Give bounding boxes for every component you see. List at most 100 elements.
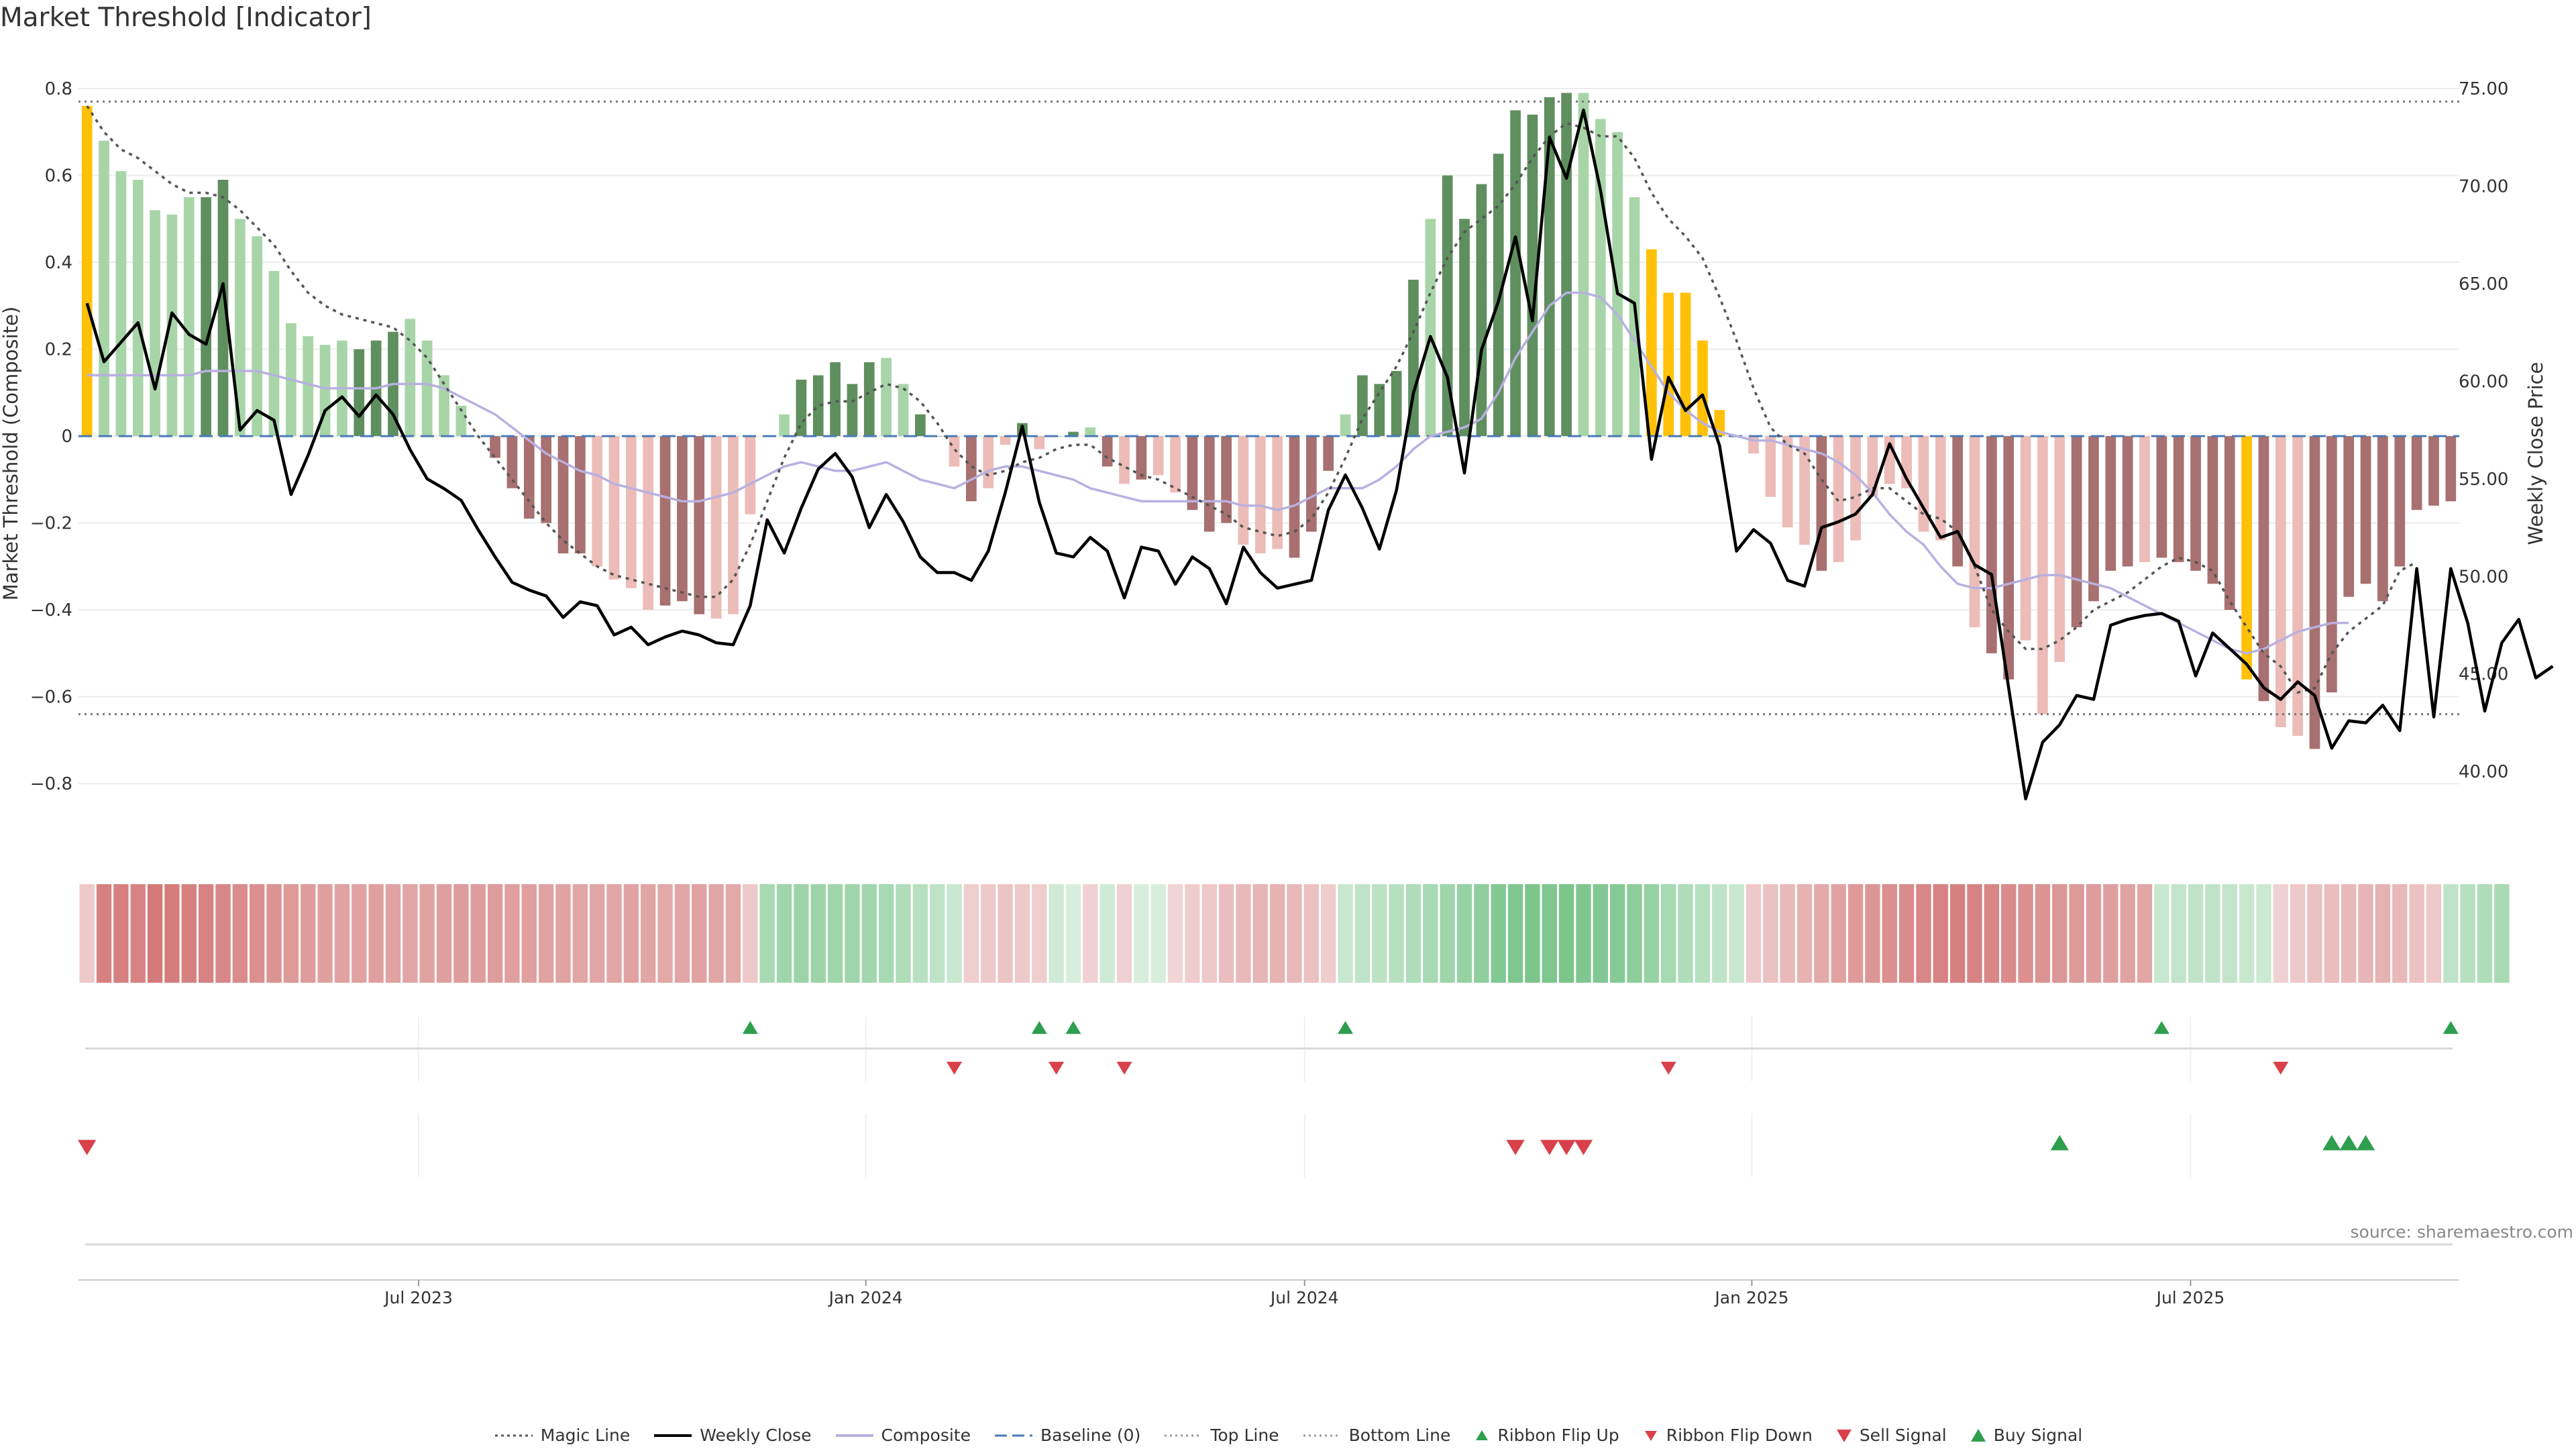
ribbon-cell xyxy=(1116,884,1132,983)
composite-bar xyxy=(2156,436,2167,558)
composite-bar xyxy=(659,436,671,606)
ribbon-cell xyxy=(2001,884,2017,983)
right-tick-label: 50.00 xyxy=(2459,567,2508,587)
ribbon-cell xyxy=(1083,884,1098,983)
ribbon-cell xyxy=(1644,884,1660,983)
ribbon-cell xyxy=(1780,884,1795,983)
composite-bar xyxy=(2105,436,2116,571)
ribbon-cell xyxy=(1423,884,1438,983)
ribbon-cell xyxy=(1338,884,1353,983)
ribbon-cell xyxy=(1134,884,1149,983)
legend-item: Ribbon Flip Down xyxy=(1642,1426,1813,1445)
ribbon-cell xyxy=(725,884,741,983)
composite-bar xyxy=(2122,436,2133,567)
composite-bar xyxy=(2428,436,2439,506)
ribbon-cell xyxy=(470,884,486,983)
composite-bar xyxy=(2003,436,2015,680)
ribbon-cell xyxy=(2494,884,2510,983)
ribbon-cell xyxy=(1576,884,1591,983)
sell-signal-marker xyxy=(78,1140,97,1155)
ribbon-cell xyxy=(419,884,435,983)
legend-item: Composite xyxy=(835,1426,971,1445)
ribbon-cell xyxy=(1252,884,1268,983)
composite-bar xyxy=(354,349,365,437)
ribbon-cell xyxy=(657,884,673,983)
composite-bar xyxy=(1085,427,1096,437)
composite-bar xyxy=(523,436,535,519)
ribbon-cell xyxy=(776,884,792,983)
composite-bar xyxy=(1425,219,1436,437)
ribbon-cell xyxy=(1167,884,1183,983)
ribbon-cell xyxy=(998,884,1013,983)
ribbon-cell xyxy=(198,884,214,983)
left-tick-label: 0.6 xyxy=(45,166,72,186)
ribbon-cell xyxy=(794,884,809,983)
composite-bar xyxy=(1034,436,1045,449)
ribbon-cell xyxy=(301,884,316,983)
legend-item: Top Line xyxy=(1163,1426,1279,1445)
composite-bar xyxy=(2326,436,2337,693)
right-tick-label: 70.00 xyxy=(2459,176,2508,197)
x-tick-label: Jul 2023 xyxy=(383,1288,453,1307)
buy-signal-marker xyxy=(2050,1135,2069,1150)
ribbon-cell xyxy=(1898,884,1915,983)
ribbon-cell xyxy=(1321,884,1336,983)
composite-bar xyxy=(1493,154,1504,437)
legend-label: Sell Signal xyxy=(1859,1426,1947,1445)
composite-bar xyxy=(1867,436,1878,497)
ribbon-cell xyxy=(2052,884,2068,983)
right-tick-label: 75.00 xyxy=(2459,79,2508,99)
ribbon-cell xyxy=(1796,884,1813,983)
legend-label: Weekly Close xyxy=(700,1426,812,1445)
legend-item: Baseline (0) xyxy=(994,1426,1140,1445)
ribbon-cell xyxy=(2460,884,2475,983)
composite-bar xyxy=(2020,436,2031,641)
composite-bar xyxy=(183,197,195,437)
ribbon-cell xyxy=(232,884,248,983)
buy-signal-marker xyxy=(2339,1135,2358,1150)
ribbon-cell xyxy=(1287,884,1302,983)
legend-swatch-icon xyxy=(1970,1428,1986,1442)
ribbon-cell xyxy=(1882,884,1897,983)
composite-bar xyxy=(1221,436,1232,523)
composite-bar xyxy=(592,436,603,567)
ribbon-cell xyxy=(2443,884,2459,983)
left-tick-label: 0.8 xyxy=(45,79,72,99)
ribbon-cell xyxy=(1491,884,1506,983)
composite-bar xyxy=(1799,436,1810,545)
ribbon-cell xyxy=(2409,884,2424,983)
composite-bar xyxy=(1680,292,1691,437)
composite-bar xyxy=(1952,436,1964,567)
ribbon-cell xyxy=(2375,884,2391,983)
legend-swatch-icon xyxy=(1644,1430,1657,1441)
ribbon-flip-down-marker xyxy=(1660,1061,1676,1075)
composite-bar xyxy=(2173,436,2184,562)
ribbon-cell xyxy=(1695,884,1711,983)
legend-label: Magic Line xyxy=(540,1426,631,1445)
composite-bar xyxy=(966,436,977,502)
ribbon-cell xyxy=(2069,884,2084,983)
right-axis-label: Weekly Close Price xyxy=(2524,362,2547,545)
ribbon-cell xyxy=(1984,884,2000,983)
magic-line xyxy=(86,105,2418,694)
composite-bar xyxy=(898,384,909,437)
legend-label: Ribbon Flip Down xyxy=(1666,1426,1813,1445)
ribbon-cell xyxy=(1525,884,1540,983)
legend-label: Buy Signal xyxy=(1993,1426,2083,1445)
ribbon-cell xyxy=(1218,884,1234,983)
composite-bar xyxy=(1136,436,1147,480)
ribbon-cell xyxy=(1099,884,1115,983)
ribbon-flip-up-marker xyxy=(742,1021,758,1034)
ribbon-cell xyxy=(2307,884,2322,983)
buy-signal-marker xyxy=(2322,1135,2341,1150)
ribbon-cell xyxy=(896,884,911,983)
composite-bar xyxy=(1612,131,1623,437)
left-tick-label: −0.4 xyxy=(30,600,72,621)
ribbon-cell xyxy=(334,884,350,983)
ribbon-cell xyxy=(368,884,384,983)
ribbon-cell xyxy=(1507,884,1523,983)
composite-bar xyxy=(1697,340,1708,437)
ribbon-cell xyxy=(1185,884,1200,983)
legend-swatch-icon xyxy=(1476,1430,1489,1440)
left-tick-label: 0 xyxy=(61,427,72,447)
